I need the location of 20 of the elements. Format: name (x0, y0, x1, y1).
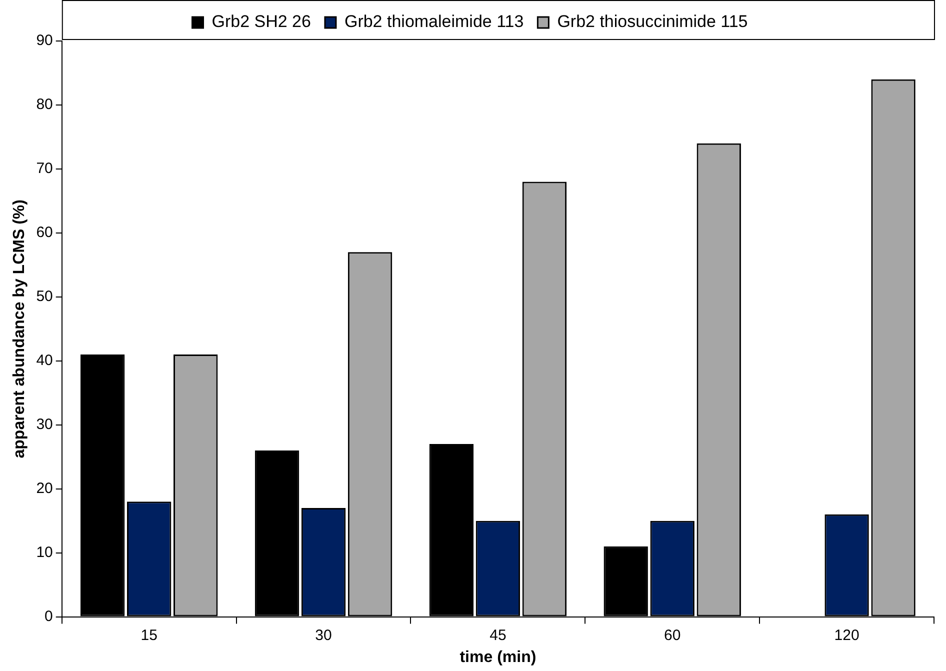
x-tick-label: 30 (315, 626, 332, 644)
x-tick-label: 15 (140, 626, 158, 644)
y-tick-label: 80 (36, 96, 53, 114)
y-tick-label: 30 (36, 416, 53, 434)
x-tick-label: 120 (834, 626, 860, 644)
y-tick-label: 60 (36, 224, 53, 242)
x-tick-label: 45 (490, 626, 506, 644)
y-tick-label: 0 (44, 608, 53, 625)
y-tick-label: 50 (36, 288, 53, 306)
y-tick-label: 20 (36, 480, 53, 497)
y-tick-label: 90 (36, 32, 53, 50)
y-axis-title: apparent abundance by LCMS (%) (11, 200, 28, 458)
legend-label: Grb2 SH2 26 (212, 12, 311, 32)
x-axis-title: time (min) (460, 648, 536, 666)
legend-label: Grb2 thiomaleimide 113 (344, 12, 524, 32)
y-tick-label: 70 (36, 160, 53, 178)
legend-label: Grb2 thiosuccinimide 115 (557, 12, 748, 32)
y-tick-label: 10 (36, 544, 53, 561)
x-tick-label: 60 (664, 626, 681, 644)
y-tick-label: 40 (36, 352, 53, 370)
